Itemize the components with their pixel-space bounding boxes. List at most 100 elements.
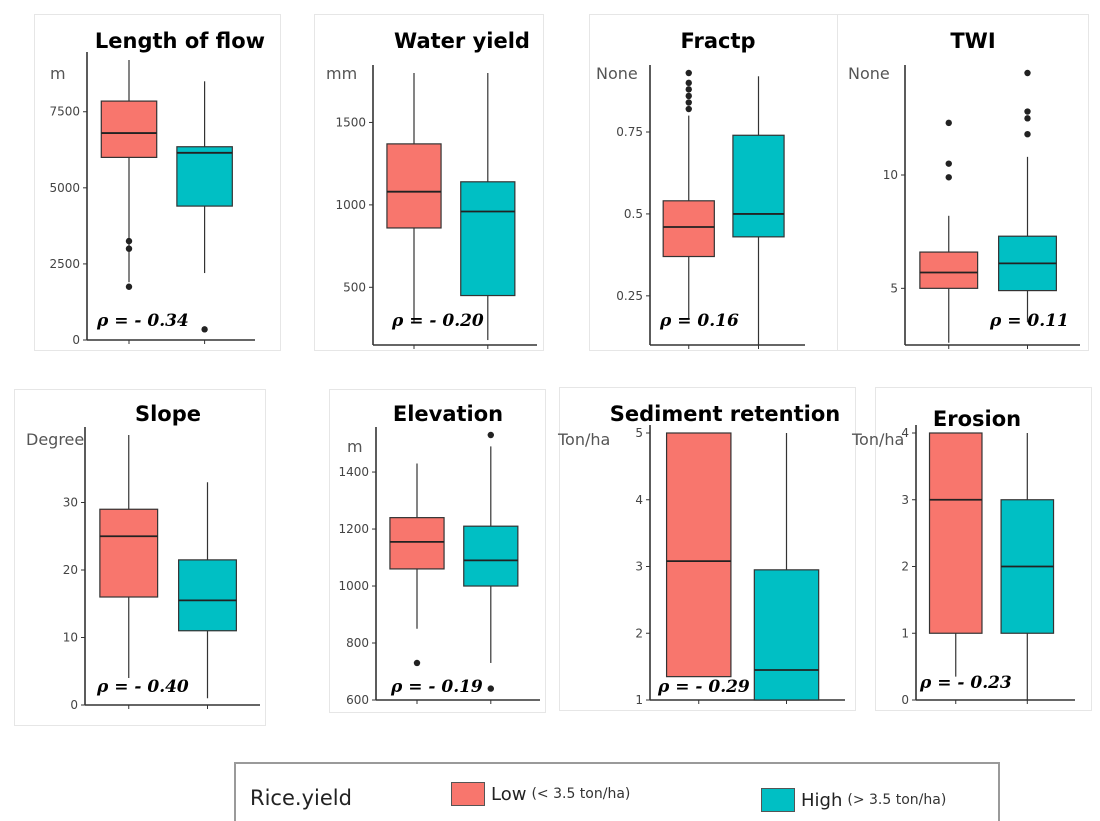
outlier-high — [1024, 131, 1031, 138]
outlier-low — [125, 245, 133, 252]
y-tick-label: 5 — [890, 281, 898, 295]
y-tick-label: 30 — [63, 496, 78, 510]
y-tick-label: 0 — [72, 333, 80, 347]
legend-item-high: High (> 3.5 ton/ha) — [761, 788, 946, 812]
chart-panel-erosion: 0 1 2 3 4 Ton/ha Erosion ρ = - 0.23 — [851, 388, 1091, 710]
chart-title: Sediment retention — [610, 402, 840, 426]
chart-title: Length of flow — [95, 29, 265, 53]
box-low — [389, 517, 445, 570]
y-tick-label: 5000 — [49, 181, 80, 195]
outlier-low — [685, 69, 692, 77]
outlier-low — [685, 86, 692, 93]
legend-item-low: Low (< 3.5 ton/ha) — [451, 782, 630, 806]
y-axis-unit: m — [50, 64, 66, 83]
y-tick-label: 1000 — [338, 579, 369, 593]
outlier-high — [1024, 108, 1031, 115]
box-low — [919, 251, 979, 289]
box-high — [460, 181, 516, 297]
chart-title: Fractp — [680, 29, 755, 53]
outlier-low — [945, 174, 952, 181]
y-axis-unit: mm — [326, 64, 357, 83]
outlier-low — [685, 99, 692, 106]
rho-annotation: ρ = 0.11 — [989, 311, 1069, 331]
y-tick-label: 2 — [635, 626, 643, 640]
rho-annotation: ρ = - 0.20 — [391, 311, 484, 331]
outlier-low — [685, 79, 692, 87]
outlier-high — [1024, 115, 1031, 122]
chart-title: Slope — [135, 402, 201, 426]
chart-svg: 0.25 0.5 0.75 None Fractp ρ = 0.16 — [596, 29, 805, 349]
outlier-low — [685, 92, 692, 100]
chart-title: TWI — [950, 29, 995, 53]
legend-label-low: Low — [491, 783, 527, 805]
box-low — [665, 432, 732, 678]
y-axis-unit: None — [848, 64, 890, 83]
rho-annotation: ρ = - 0.23 — [919, 673, 1012, 693]
chart-legend: Rice.yield Low (< 3.5 ton/ha) High (> 3.… — [234, 762, 1000, 821]
y-tick-label: 7500 — [49, 105, 80, 119]
outlier-low — [685, 105, 692, 113]
y-tick-label: 2500 — [49, 257, 80, 271]
outlier-low — [413, 659, 421, 667]
rho-annotation: ρ = - 0.40 — [96, 677, 189, 697]
chart-title: Erosion — [933, 407, 1021, 431]
box-low — [100, 100, 158, 158]
legend-label-high: High — [801, 789, 843, 811]
box-high — [463, 525, 519, 587]
y-tick-label: 10 — [883, 168, 898, 182]
legend-note-low: (< 3.5 ton/ha) — [531, 786, 631, 802]
chart-panel-twi: 5 10 None TWI ρ = 0.11 — [838, 15, 1088, 350]
chart-panel-slope: 0 10 20 30 Degree Slope ρ = - 0.40 — [15, 390, 265, 725]
y-tick-label: 1500 — [335, 115, 366, 129]
y-tick-label: 5 — [635, 426, 643, 440]
legend-title: Rice.yield — [250, 786, 352, 810]
outlier-high — [1024, 69, 1031, 77]
box-high — [176, 146, 233, 207]
y-tick-label: 600 — [346, 693, 369, 707]
box-low — [386, 143, 442, 229]
y-tick-label: 4 — [635, 493, 643, 507]
chart-panel-elevation: 600 800 1000 1200 1400 m Elevation ρ = - 0.19 — [330, 390, 545, 712]
y-axis-unit: Degree — [26, 430, 84, 449]
y-tick-label: 4 — [901, 426, 909, 440]
outlier-low — [125, 237, 133, 245]
box-low — [99, 508, 159, 598]
y-tick-label: 1 — [901, 626, 909, 640]
y-tick-label: 500 — [343, 280, 366, 294]
y-tick-label: 1200 — [338, 522, 369, 536]
y-tick-label: 2 — [901, 560, 909, 574]
legend-swatch-high — [761, 788, 795, 812]
rho-annotation: ρ = - 0.34 — [96, 311, 189, 331]
legend-swatch-low — [451, 782, 485, 806]
y-tick-label: 0 — [901, 693, 909, 707]
chart-svg: 5 10 None TWI ρ = 0.11 — [848, 29, 1080, 349]
chart-panel-water-yield: 500 1000 1500 mm Water yield ρ = - 0.20 — [315, 15, 543, 350]
outlier-low — [945, 119, 952, 127]
outlier-high — [201, 326, 208, 333]
y-tick-label: 1400 — [338, 465, 369, 479]
outlier-high — [487, 431, 494, 439]
outlier-high — [487, 685, 494, 692]
y-tick-label: 20 — [63, 563, 78, 577]
y-tick-label: 1000 — [335, 198, 366, 212]
y-axis-unit: None — [596, 64, 638, 83]
chart-title: Water yield — [394, 29, 530, 53]
chart-svg: 500 1000 1500 mm Water yield ρ = - 0.20 — [326, 29, 537, 349]
y-tick-label: 0.75 — [616, 125, 643, 139]
y-tick-label: 10 — [63, 631, 78, 645]
chart-panel-length-of-flow: 0 2500 5000 7500 m Length of flow ρ = - 0.34 — [35, 15, 280, 350]
box-low — [928, 432, 983, 634]
y-axis-unit: Ton/ha — [557, 430, 610, 449]
rho-annotation: ρ = - 0.19 — [390, 677, 483, 697]
y-tick-label: 0 — [70, 698, 78, 712]
y-tick-label: 1 — [635, 693, 643, 707]
outlier-low — [125, 283, 133, 290]
box-high — [178, 559, 237, 632]
y-axis-unit: Ton/ha — [851, 430, 904, 449]
legend-note-high: (> 3.5 ton/ha) — [847, 792, 947, 808]
box-low — [662, 200, 715, 258]
y-tick-label: 3 — [635, 560, 643, 574]
outlier-low — [945, 160, 952, 167]
